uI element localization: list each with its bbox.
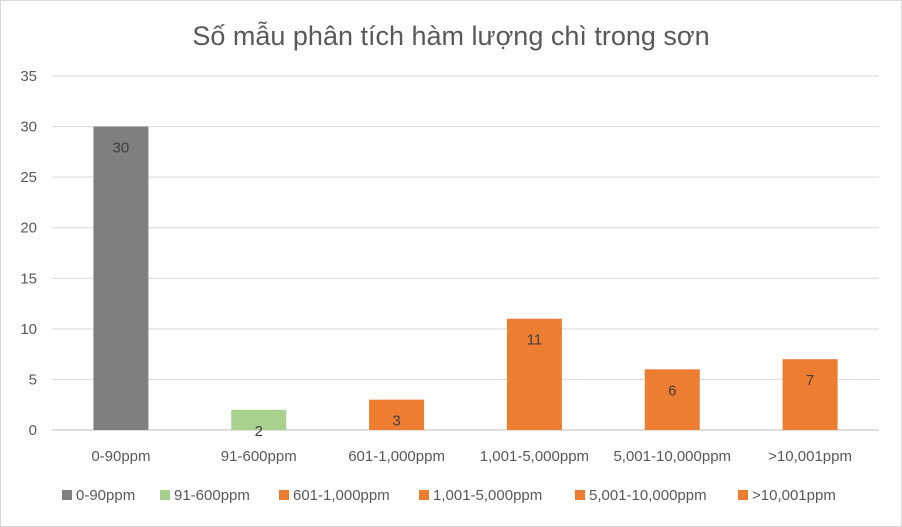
x-category-label: 91-600ppm: [221, 448, 297, 465]
legend-swatch: [62, 490, 72, 500]
bars: [93, 126, 838, 431]
bar-4: [644, 369, 700, 430]
y-tick-label: 30: [20, 119, 37, 136]
x-axis-categories: 0-90ppm 91-600ppm 601-1,000ppm 1,001-5,000p…: [91, 448, 852, 465]
x-category-label: 1,001-5,000ppm: [480, 448, 589, 465]
legend: 0-90ppm 91-600ppm 601-1,000ppm 1,001-5,000p…: [62, 487, 836, 504]
legend-entry: 1,001-5,000ppm: [433, 487, 542, 504]
y-tick-label: 15: [20, 270, 37, 287]
gridlines: [52, 75, 879, 431]
y-tick-label: 5: [29, 371, 37, 388]
y-axis-ticks: 0 5 10 15 20 25 30 35: [20, 68, 37, 439]
data-label: 3: [392, 413, 400, 430]
x-category-label: 601-1,000ppm: [348, 448, 445, 465]
legend-entry: >10,001ppm: [752, 487, 836, 504]
data-label: 2: [255, 423, 263, 440]
y-tick-label: 35: [20, 68, 37, 85]
y-tick-label: 0: [29, 422, 37, 439]
legend-entry: 601-1,000ppm: [293, 487, 390, 504]
legend-entry: 91-600ppm: [174, 487, 250, 504]
data-label: 7: [806, 372, 814, 389]
legend-entry: 5,001-10,000ppm: [589, 487, 707, 504]
data-label: 11: [527, 332, 543, 349]
data-label: 6: [668, 382, 676, 399]
legend-swatch: [160, 490, 170, 500]
y-tick-label: 25: [20, 169, 37, 186]
y-tick-label: 20: [20, 220, 37, 237]
data-labels: 30 2 3 11 6 7: [113, 140, 815, 440]
x-category-label: >10,001ppm: [768, 448, 852, 465]
chart-title: Số mẫu phân tích hàm lượng chì trong sơn: [192, 20, 709, 51]
legend-swatch: [419, 490, 429, 500]
legend-swatch: [279, 490, 289, 500]
y-tick-label: 10: [20, 321, 37, 338]
bar-1: [231, 409, 287, 430]
legend-swatch: [738, 490, 748, 500]
bar-0: [93, 126, 149, 431]
legend-swatch: [575, 490, 585, 500]
x-category-label: 0-90ppm: [91, 448, 150, 465]
bar-2: [369, 399, 425, 430]
bar-3: [506, 318, 562, 430]
x-category-label: 5,001-10,000ppm: [613, 448, 731, 465]
legend-entry: 0-90ppm: [76, 487, 135, 504]
data-label: 30: [113, 140, 130, 157]
bar-5: [782, 359, 838, 430]
